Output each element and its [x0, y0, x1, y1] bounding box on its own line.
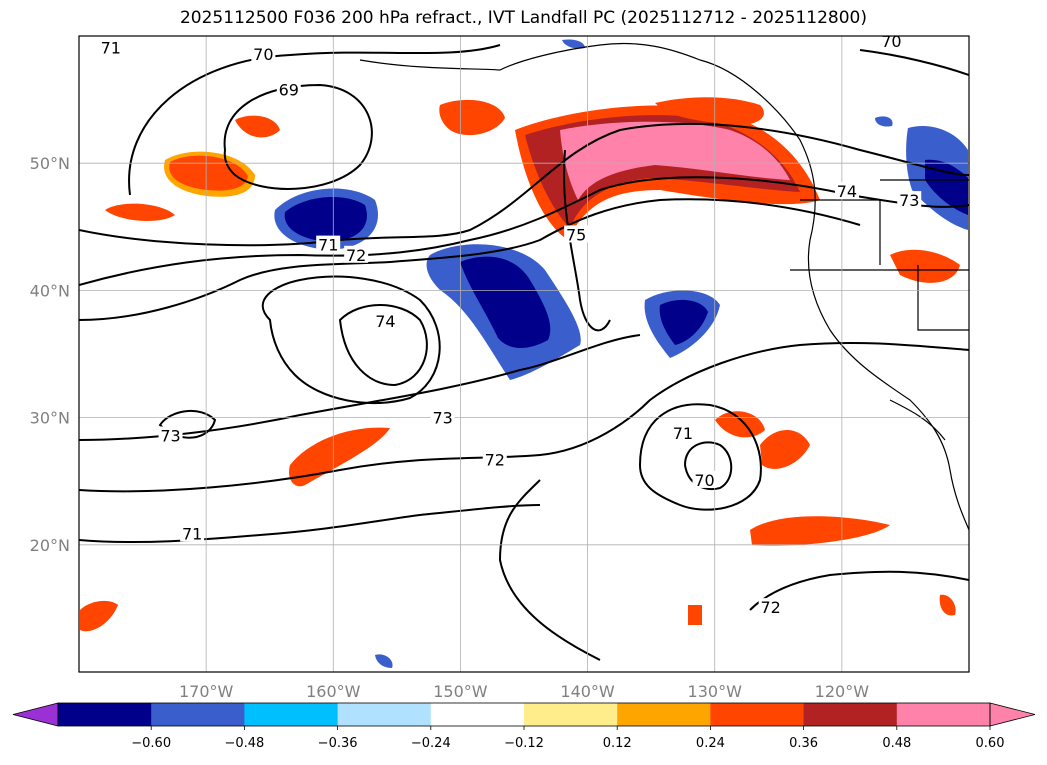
- contour-lines: [79, 44, 969, 661]
- colorbar-tick-label: 0.48: [882, 736, 911, 751]
- contour-label-bg: [758, 598, 783, 616]
- contour-label-bg: [692, 470, 717, 488]
- contour-label-bg: [564, 225, 589, 243]
- colorbar-segment: [803, 703, 898, 726]
- contour-label-bg: [344, 245, 369, 263]
- contour-label: 74: [837, 182, 857, 201]
- colorbar-tick-label: −0.24: [411, 736, 451, 751]
- contour-label-bg: [430, 408, 455, 426]
- map-title: 2025112500 F036 200 hPa refract., IVT La…: [179, 8, 867, 28]
- colorbar-tick-label: 0.60: [976, 736, 1005, 751]
- lon-tick-label: 170°W: [179, 682, 234, 701]
- longitude-tick-labels: 170°W 160°W 150°W 140°W 130°W 120°W: [179, 682, 869, 701]
- colorbar-tick-label: 0.36: [789, 736, 818, 751]
- contour-label: 71: [101, 38, 121, 57]
- contour-label: 71: [182, 524, 202, 543]
- coastlines: [359, 42, 969, 531]
- contour-label: 72: [485, 451, 505, 470]
- contour-label-bg: [158, 426, 183, 444]
- contour-label: 75: [566, 225, 586, 244]
- lat-tick-label: 30°N: [30, 409, 70, 428]
- lon-tick-label: 120°W: [815, 682, 870, 701]
- contour-label: 73: [899, 191, 919, 210]
- latitude-tick-labels: 20°N 30°N 40°N 50°N: [30, 154, 70, 555]
- colorbar-segment: [244, 703, 339, 726]
- field-layer: [79, 39, 969, 668]
- lon-tick-label: 160°W: [306, 682, 361, 701]
- contour-label-bg: [180, 524, 205, 542]
- colorbar-segment: [58, 703, 152, 726]
- gridlines: [79, 36, 969, 672]
- colorbar-tick-label: 0.24: [696, 736, 725, 751]
- contour-label-bg: [98, 38, 123, 56]
- contour-label: 69: [279, 80, 299, 99]
- contour-label: 73: [160, 426, 180, 445]
- lon-tick-label: 130°W: [688, 682, 743, 701]
- contour-label-bg: [897, 191, 922, 209]
- colorbar-segment: [430, 703, 525, 726]
- lon-tick-label: 140°W: [560, 682, 615, 701]
- colorbar-segment: [710, 703, 805, 726]
- contour-label-bg: [276, 80, 301, 98]
- colorbar-segment: [337, 703, 432, 726]
- contour-label: 70: [881, 32, 901, 51]
- contour-label: 71: [673, 424, 693, 443]
- colorbar-tick-label: 0.12: [603, 736, 632, 751]
- contour-label-bg: [316, 235, 341, 253]
- lon-tick-label: 150°W: [433, 682, 488, 701]
- contour-label: 74: [375, 312, 395, 331]
- contour-label-bg: [670, 423, 695, 441]
- contour-label: 73: [432, 409, 452, 428]
- contour-label-bg: [373, 311, 398, 329]
- colorbar-segment: [151, 703, 245, 726]
- lat-tick-label: 50°N: [30, 154, 70, 173]
- colorbar-segment: [524, 703, 618, 726]
- contour-label-bg: [482, 450, 507, 468]
- colorbar-tick-label: −0.36: [318, 736, 358, 751]
- colorbar-extend-low: [12, 702, 59, 727]
- colorbar-tick-label: −0.48: [224, 736, 264, 751]
- colorbar-tick-label: −0.60: [131, 736, 171, 751]
- lat-tick-label: 40°N: [30, 281, 70, 300]
- plot-area: 71 70 69 71 72 74 73 73 72 71 75 71 70 72 74 73 70: [78, 32, 970, 673]
- contour-label: 72: [760, 598, 780, 617]
- contour-label: 70: [253, 45, 273, 64]
- lat-tick-label: 20°N: [30, 536, 70, 555]
- contour-label: 71: [318, 236, 338, 255]
- plot-frame: [78, 35, 970, 673]
- contour-label: 70: [694, 471, 714, 490]
- contour-label-bg: [834, 182, 859, 200]
- colorbar-extend-high: [989, 702, 1036, 727]
- colorbar: −0.60 −0.48 −0.36 −0.24 −0.12 0.12 0.24 0.36 0.4…: [12, 702, 1036, 751]
- colorbar-segment: [617, 703, 711, 726]
- contour-label-bg: [251, 44, 276, 62]
- negative-anomaly-regions: [274, 39, 968, 668]
- colorbar-tick-label: −0.12: [504, 736, 544, 751]
- colorbar-segment: [896, 703, 991, 726]
- contour-label: 72: [346, 246, 366, 265]
- positive-anomaly-region-ne-pacific: [515, 97, 820, 240]
